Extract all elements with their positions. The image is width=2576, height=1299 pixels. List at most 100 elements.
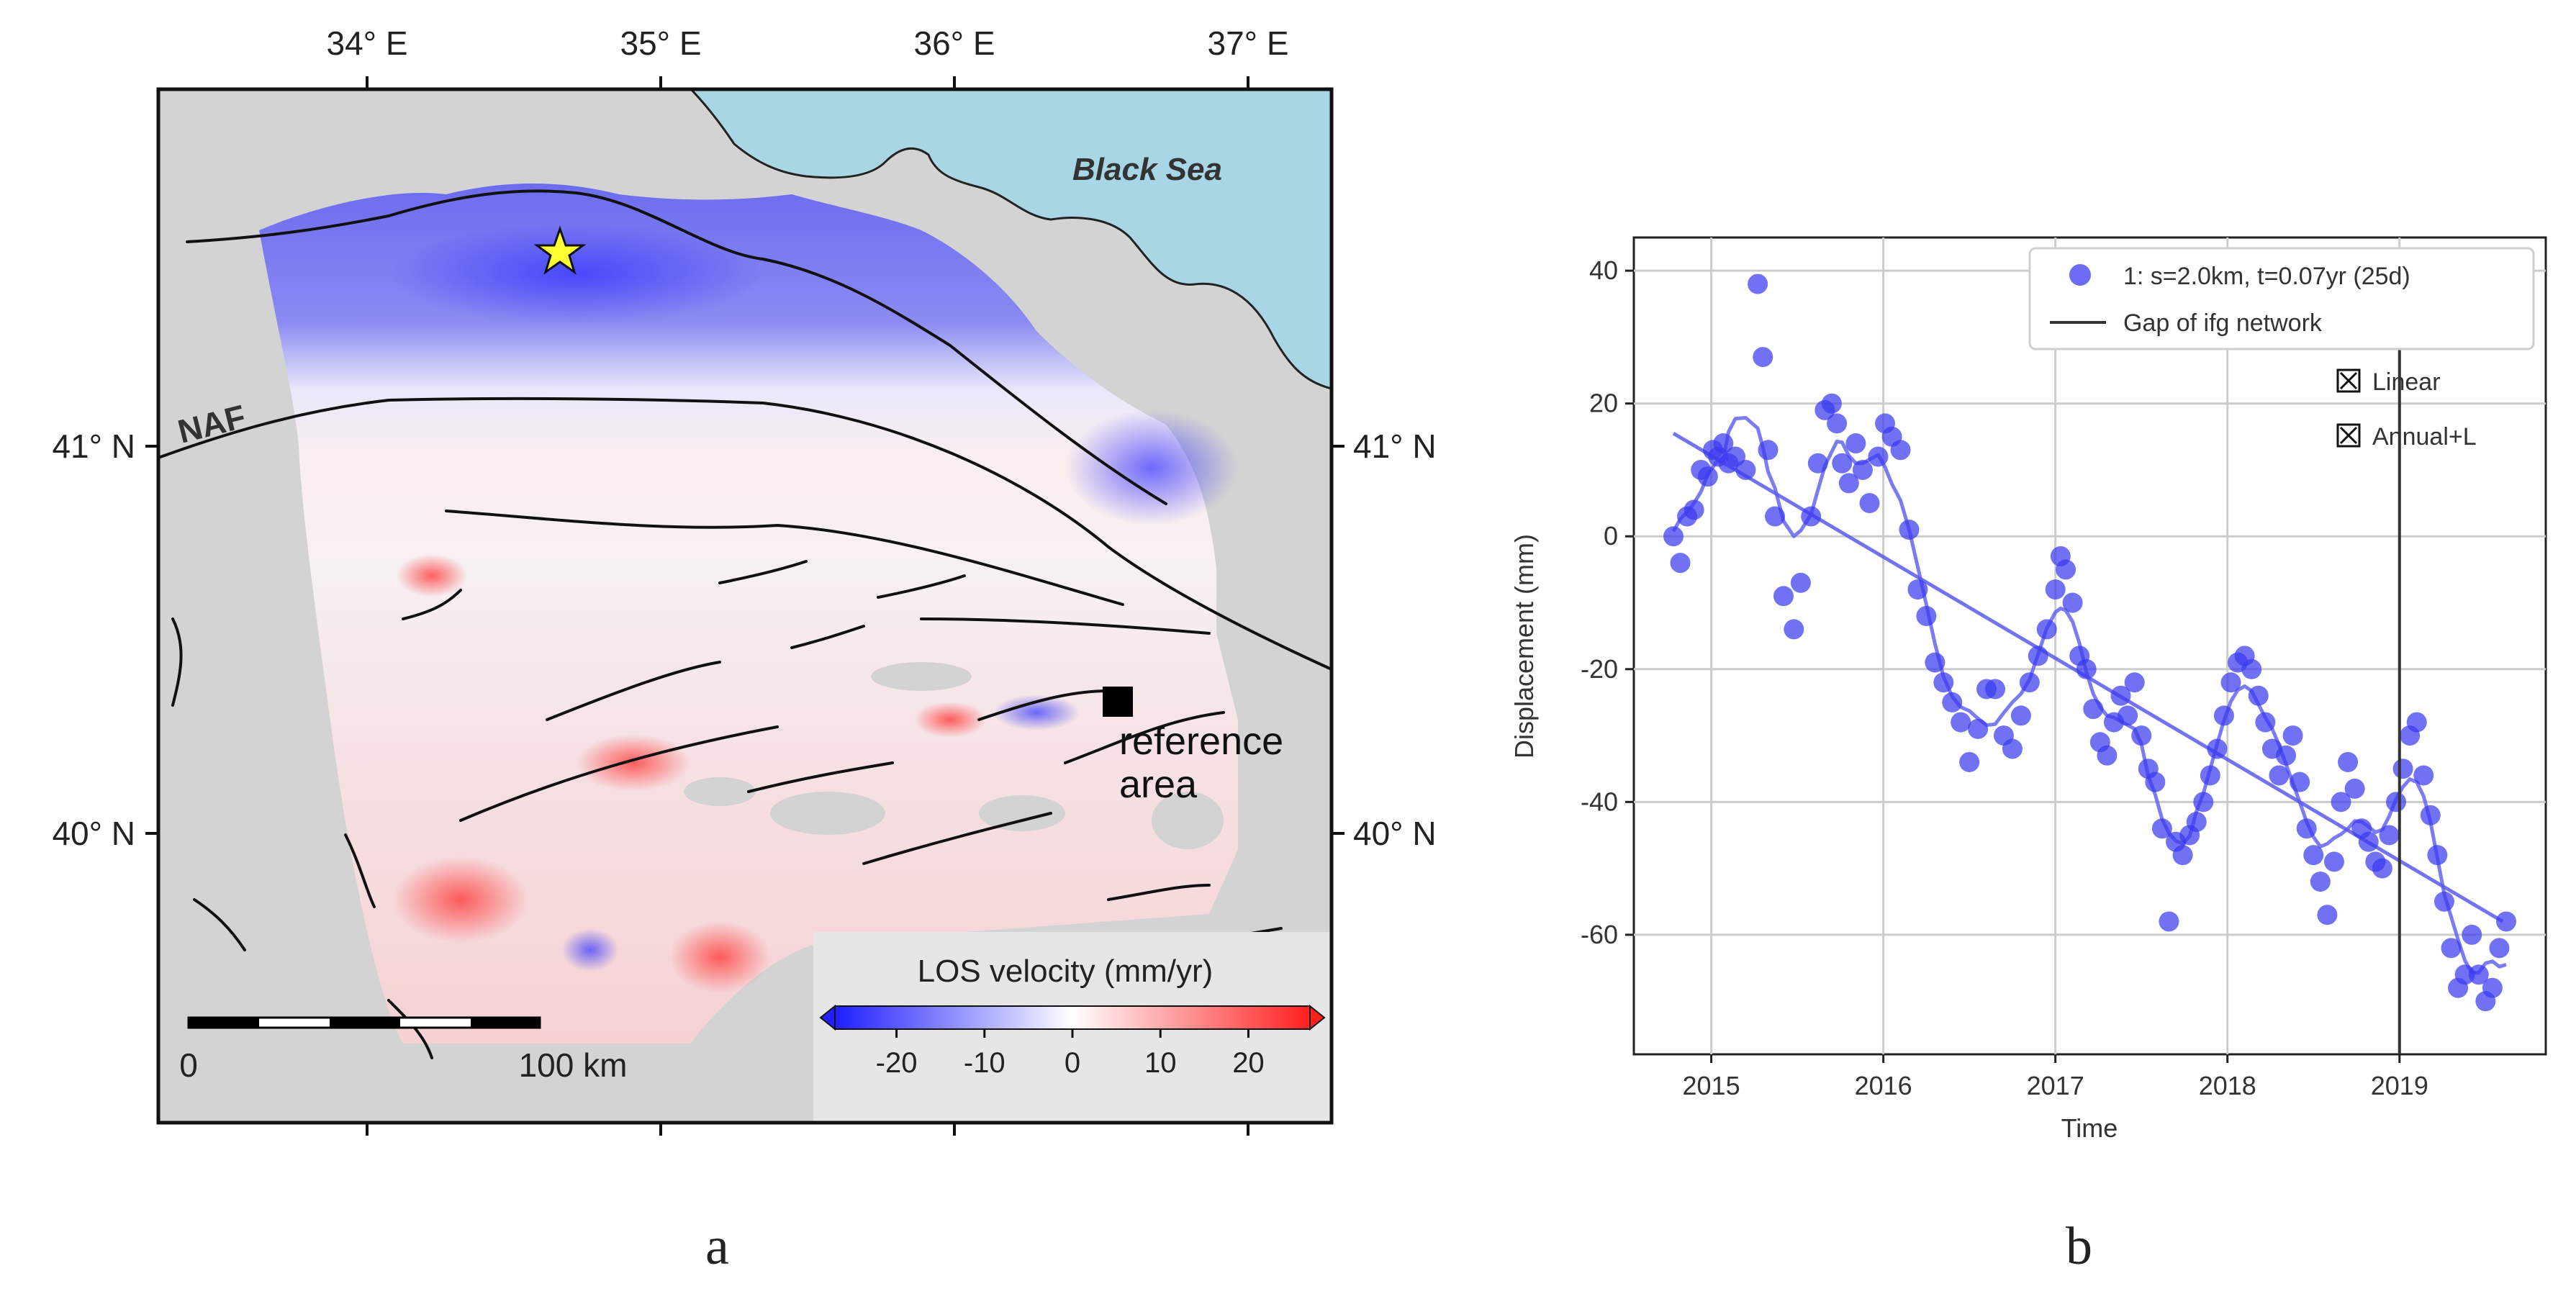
data-point [1735,459,1756,480]
subsidence-anomaly [993,694,1080,730]
data-point [1821,393,1842,414]
reference-label: reference [1119,720,1283,763]
data-point [2296,818,2317,839]
data-point [2220,672,2241,693]
data-point [1748,273,1768,294]
data-point [1765,506,1786,527]
data-point [2317,905,2338,925]
data-point [2358,831,2379,852]
data-point [2097,745,2118,766]
x-tick-label: 2019 [2371,1071,2428,1100]
x-tick-label: 2018 [2199,1071,2256,1100]
data-point [1807,453,1828,474]
data-point [1925,652,1945,673]
data-point [1852,459,1873,480]
y-tick-label: 40 [1589,255,1618,285]
data-point [2269,765,2290,786]
coastline [690,89,1332,390]
checkbox-linear[interactable]: Linear [2336,368,2441,396]
legend-series-label: 1: s=2.0km, t=0.07yr (25d) [2123,263,2410,290]
data-point [2462,924,2482,945]
data-point [2310,872,2331,892]
legend-point-marker [2069,264,2091,286]
data-point [2131,725,2152,746]
lat-tick-41-left: 41° N [52,427,135,465]
y-tick-label: -40 [1581,787,1618,816]
map-frame [156,87,1334,1125]
data-point [2344,778,2365,799]
data-point [2213,705,2234,726]
data-point [2076,658,2097,679]
data-point [2159,911,2179,932]
uplift-anomaly [392,856,529,943]
data-point [1907,579,1928,600]
data-point [1827,413,1848,434]
x-tick-label: 2017 [2027,1071,2084,1100]
data-point [2083,699,2104,720]
data-point [2151,818,2172,839]
data-point [2045,579,2066,600]
data-point [1697,466,1718,487]
data-point [2062,592,2083,613]
data-point [2110,685,2131,706]
colorbar-tick-label: 20 [1232,1047,1265,1079]
lon-tick-34: 34° E [326,24,407,62]
data-point [2124,672,2145,693]
data-point [2019,672,2040,693]
uplift-anomaly [669,921,770,993]
colorbar-tick-label: -10 [964,1047,1005,1079]
plot-frame [1632,236,2547,1056]
data-point [2282,725,2303,746]
panel-label-a: a [705,1217,729,1276]
data-point [1933,672,1954,693]
data-point [2468,964,2489,985]
data-point [1951,712,1971,733]
data-point [2392,759,2413,779]
epicenter-star-icon [533,225,587,275]
y-axis-label: Displacement (mm) [1509,534,1539,759]
data-point [1899,520,1920,540]
data-point [1916,605,1937,626]
data-point [2255,712,2276,733]
data-point [1773,586,1794,607]
lon-tick-37: 37° E [1207,24,1288,62]
data-point [2290,771,2310,792]
reference-label-area: area [1119,763,1198,806]
subsidence-anomaly [561,928,619,972]
data-point [2241,658,2262,679]
data-point [2372,858,2392,879]
colorbar-tick-label: 10 [1144,1047,1177,1079]
checkbox-annual[interactable]: Annual+L [2336,423,2477,451]
data-point [1784,619,1804,640]
data-point [2482,977,2503,998]
scale-bar: 0 100 km [179,1016,628,1084]
data-point [2489,938,2510,959]
data-point [2413,765,2434,786]
sea-label: Black Sea [1072,152,1222,187]
data-point [2186,812,2207,833]
scale-bar-end: 100 km [519,1046,628,1084]
data-point [2386,792,2407,813]
scale-bar-start: 0 [179,1046,198,1084]
y-tick-label: -20 [1581,654,1618,684]
data-point [2145,771,2166,792]
lon-tick-35: 35° E [620,24,701,62]
lat-tick-40-left: 40° N [52,815,135,852]
data-point [1684,499,1704,520]
data-point [1942,692,1963,712]
x-tick-label: 2015 [1683,1071,1740,1100]
data-point [2406,712,2427,733]
map-ticks [145,76,1345,1136]
fault-lines [158,189,1332,1059]
data-gaps [684,662,1224,849]
checkbox-linear-label: Linear [2372,368,2441,396]
y-tick-label: 20 [1589,389,1618,418]
data-point [2028,646,2048,666]
colorbar: LOS velocity (mm/yr) -20 -10 0 10 20 [819,954,1326,1079]
data-point [1670,553,1691,574]
colorbar-tick-label: 0 [1065,1047,1080,1079]
data-point [2338,751,2359,772]
y-tick-label: -60 [1581,920,1618,949]
